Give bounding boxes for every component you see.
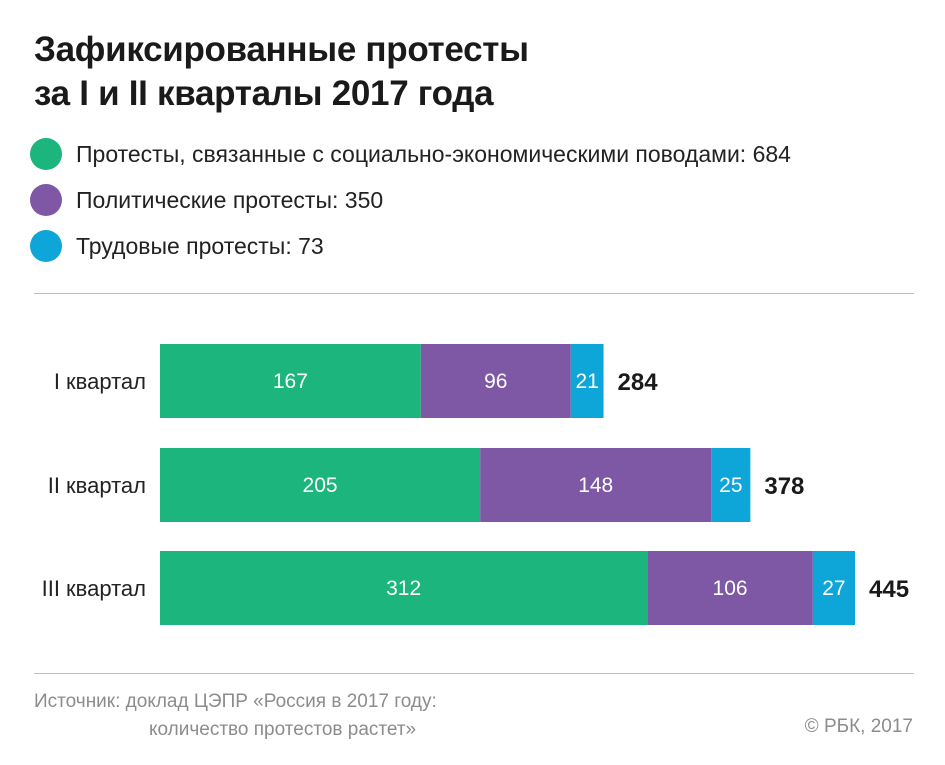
segment-value-label: 106 (713, 577, 748, 600)
legend-item-labor: Трудовые протесты: 73 (30, 230, 791, 262)
total-label: 378 (764, 473, 804, 500)
segment-value-label: 21 (575, 370, 598, 393)
bar-segment-political (480, 448, 712, 522)
legend: Протесты, связанные с социально-экономич… (30, 138, 791, 278)
category-label: II квартал (48, 473, 146, 498)
legend-dot-labor (30, 230, 62, 262)
source-note: Источник: доклад ЦЭПР «Россия в 2017 год… (34, 688, 437, 744)
bar-segment-labor (570, 344, 604, 418)
bar-segment-labor (812, 551, 855, 625)
legend-label-socioeconomic: Протесты, связанные с социально-экономич… (76, 140, 791, 167)
chart-title-line-2: за I и II кварталы 2017 года (34, 74, 494, 113)
category-label: III квартал (42, 576, 146, 601)
bottom-divider (34, 673, 914, 674)
segment-value-label: 27 (822, 577, 845, 600)
segment-value-label: 148 (578, 474, 613, 497)
legend-item-socioeconomic: Протесты, связанные с социально-экономич… (30, 138, 791, 170)
legend-label-political: Политические протесты: 350 (76, 186, 384, 213)
chart-title-line-1: Зафиксированные протесты (34, 30, 529, 69)
total-label: 445 (869, 576, 909, 603)
bar-segment-political (647, 551, 813, 625)
segment-value-label: 96 (484, 370, 507, 393)
copyright: © РБК, 2017 (804, 716, 913, 737)
segment-value-label: 312 (386, 577, 421, 600)
source-line-2: количество протестов растет» (149, 719, 417, 740)
segment-value-label: 205 (303, 474, 338, 497)
source-line-1: Источник: доклад ЦЭПР «Россия в 2017 год… (34, 691, 437, 712)
segment-value-label: 25 (719, 474, 742, 497)
legend-dot-socioeconomic (30, 138, 62, 170)
bar-segment-socioeconomic (160, 448, 481, 522)
bar-segment-political (420, 344, 571, 418)
category-label: I квартал (54, 369, 146, 394)
legend-label-labor: Трудовые протесты: 73 (76, 232, 324, 259)
bar-segment-labor (711, 448, 751, 522)
total-label: 284 (618, 369, 659, 396)
top-divider (34, 293, 914, 294)
legend-item-political: Политические протесты: 350 (30, 184, 791, 216)
legend-dot-political (30, 184, 62, 216)
stacked-bar-chart: I квартал 167 96 21 284 II квартал 205 148 25 378… (42, 344, 909, 625)
bar-segment-socioeconomic (160, 551, 648, 625)
bar-segment-socioeconomic (160, 344, 421, 418)
chart-title: Зафиксированные протесты за I и II кварт… (34, 28, 529, 116)
segment-value-label: 167 (273, 370, 308, 393)
